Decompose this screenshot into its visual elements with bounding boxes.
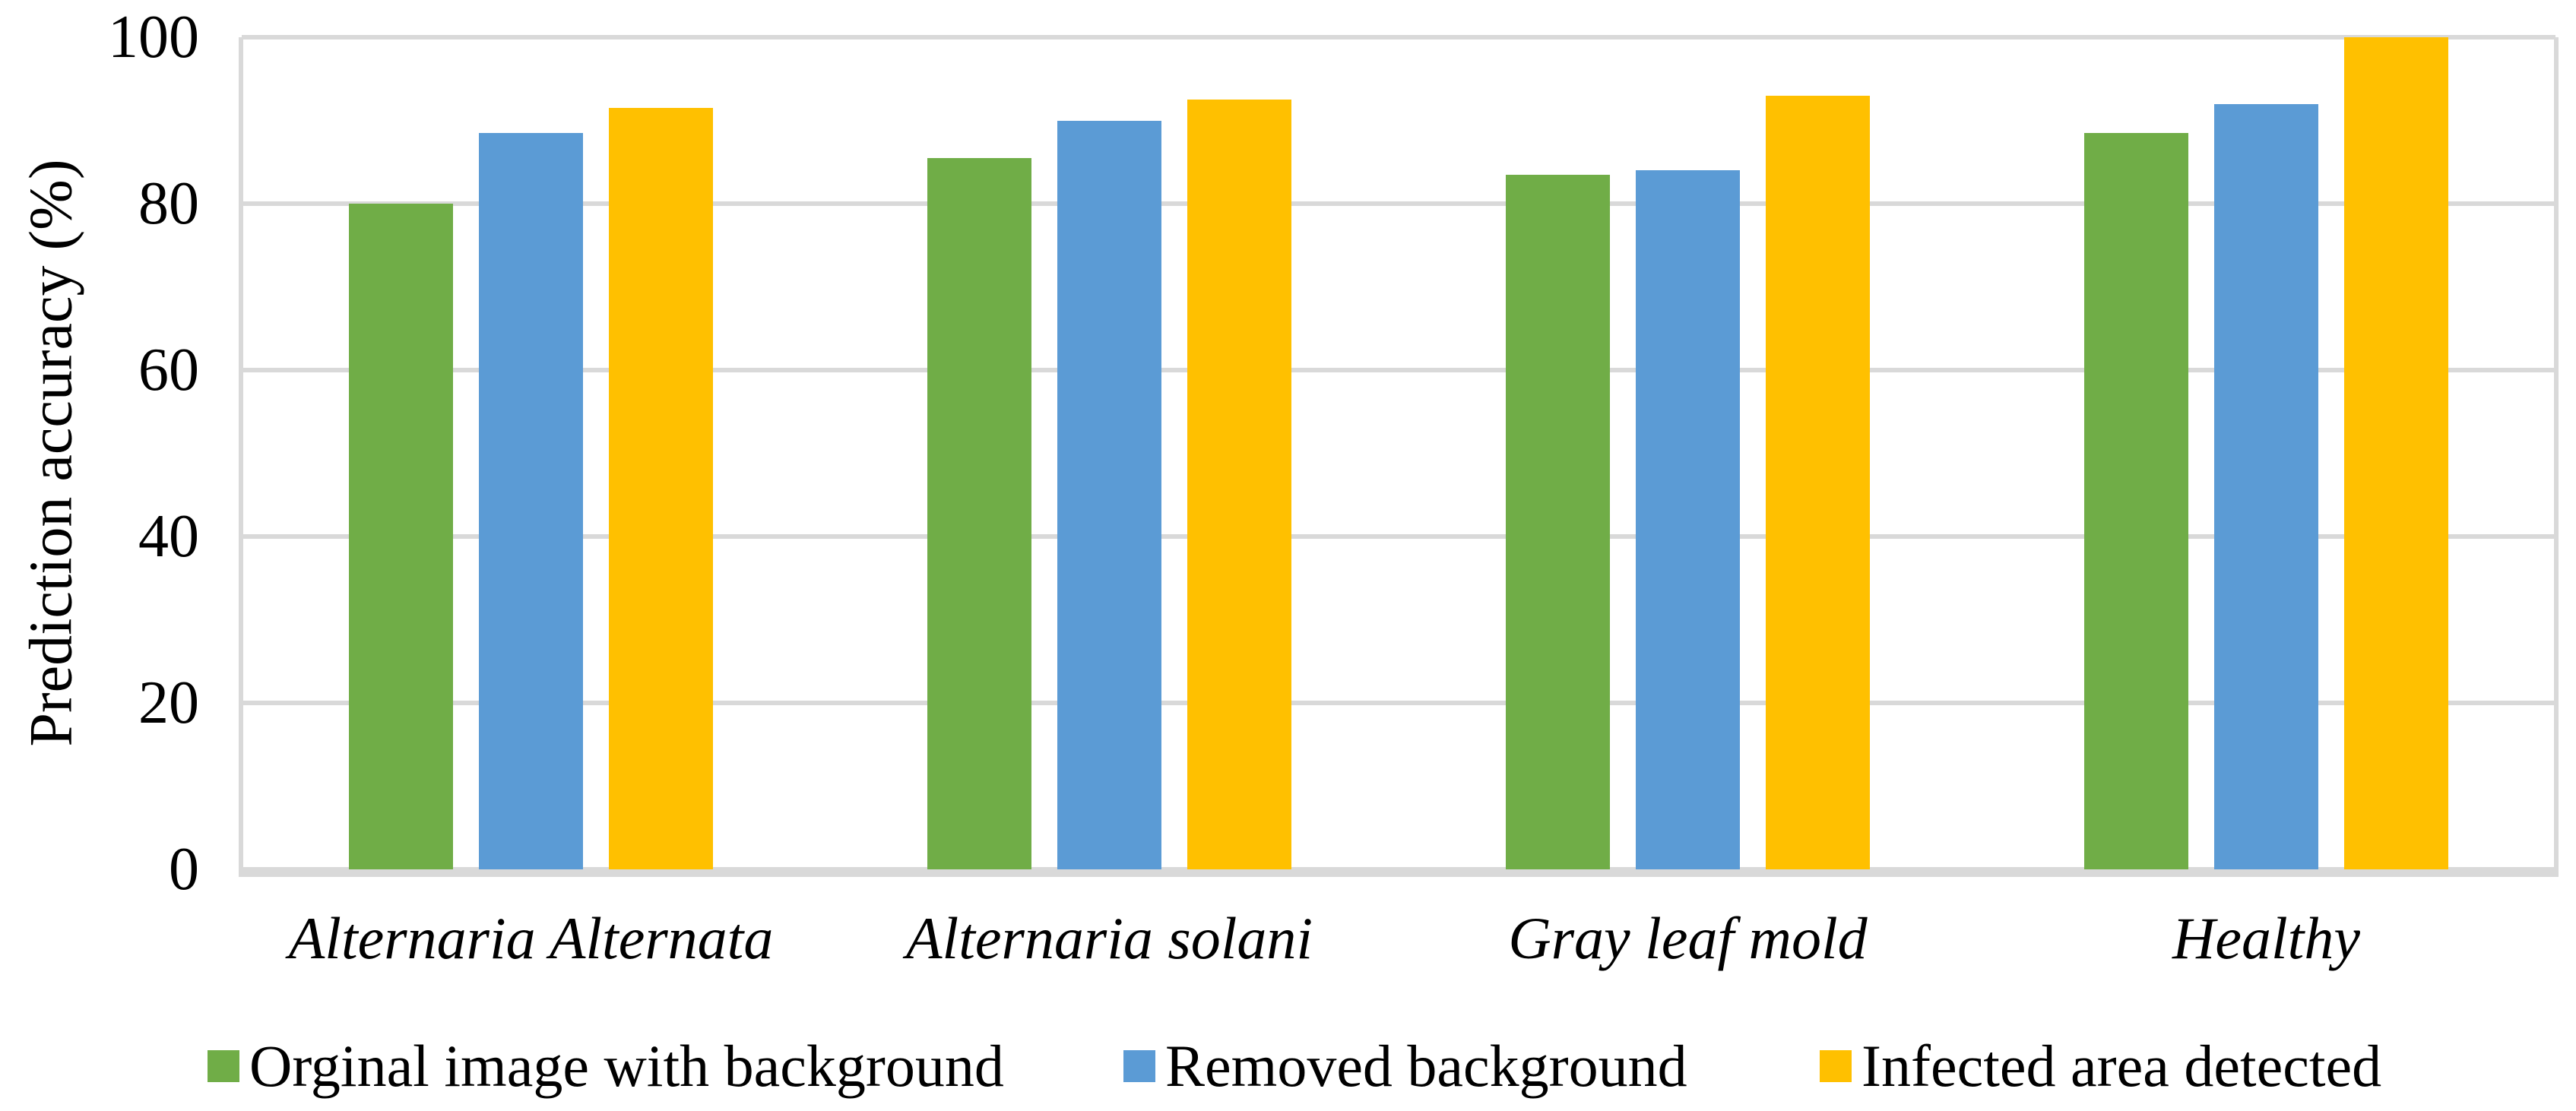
gridline-100 [242,35,2555,40]
gridline-60 [242,368,2555,372]
x-axis-line [239,869,2559,877]
bar-orginal-image-with-background-alternaria-alternata [349,204,453,869]
y-tick-label-80: 80 [138,170,199,237]
legend-swatch-icon [208,1050,239,1082]
bar-infected-area-detected-alternaria-solani [1187,100,1291,869]
y-tick-label-40: 40 [138,503,199,570]
bar-removed-background-healthy [2214,103,2318,869]
y-tick-label-20: 20 [138,669,199,736]
legend-swatch-icon [1820,1050,1852,1082]
legend-label: Infected area detected [1862,1033,2382,1099]
y-tick-label-60: 60 [138,337,199,404]
bar-removed-background-alternaria-alternata [479,132,583,869]
x-category-label-gray-leaf-mold: Gray leaf mold [1508,905,1868,971]
legend-label: Orginal image with background [249,1033,1004,1099]
x-category-label-alternaria-solani: Alternaria solani [905,905,1313,971]
x-category-label-alternaria-alternata: Alternaria Alternata [288,905,774,971]
gridline-20 [242,701,2555,705]
bar-orginal-image-with-background-gray-leaf-mold [1506,174,1610,869]
legend-item-removed-background: Removed background [1123,1036,1687,1097]
legend-item-infected-area-detected: Infected area detected [1820,1036,2381,1097]
y-tick-label-100: 100 [108,4,199,71]
bar-orginal-image-with-background-healthy [2084,132,2188,869]
y-axis-title: Prediction accuracy (%) [17,159,85,747]
bar-orginal-image-with-background-alternaria-solani [927,157,1031,869]
gridline-40 [242,534,2555,539]
x-category-label-healthy: Healthy [2172,905,2360,971]
bar-infected-area-detected-alternaria-alternata [609,108,713,869]
y-tick-label-0: 0 [169,836,199,903]
gridline-80 [242,201,2555,206]
plot-area [239,35,2559,877]
plot-left-border [239,37,243,869]
bar-removed-background-alternaria-solani [1057,120,1161,869]
bar-infected-area-detected-healthy [2344,37,2448,869]
bar-infected-area-detected-gray-leaf-mold [1766,95,1870,869]
plot-right-border [2554,37,2559,869]
legend-label: Removed background [1165,1033,1687,1099]
legend-swatch-icon [1123,1050,1155,1082]
bar-removed-background-gray-leaf-mold [1636,170,1740,869]
legend-item-orginal-image-with-background: Orginal image with background [208,1036,1004,1097]
